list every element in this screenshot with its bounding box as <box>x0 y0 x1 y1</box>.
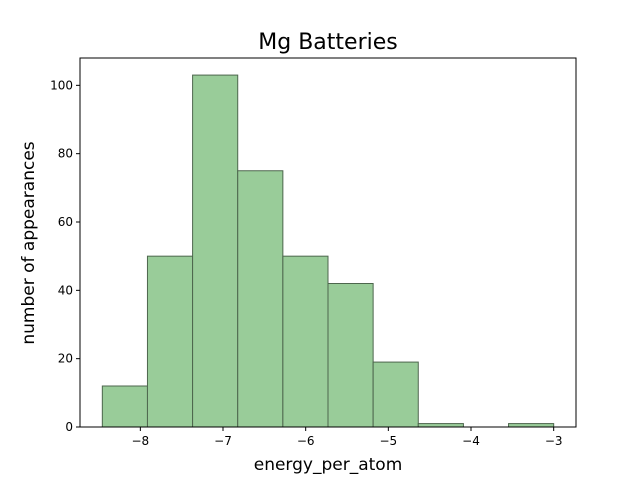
chart-title: Mg Batteries <box>258 30 397 55</box>
histogram-bar <box>372 361 419 428</box>
histogram-bar <box>101 385 148 428</box>
x-tick-label: −4 <box>462 434 480 448</box>
x-tick-label: −3 <box>545 434 563 448</box>
x-tick-label: −7 <box>214 434 232 448</box>
histogram-bar <box>146 255 194 428</box>
x-tick-label: −5 <box>379 434 397 448</box>
y-tick-label: 60 <box>58 215 73 229</box>
y-tick-label: 100 <box>50 78 73 92</box>
y-tick-label: 20 <box>58 352 73 366</box>
x-axis-label: energy_per_atom <box>254 455 403 475</box>
histogram-bar <box>192 74 239 428</box>
x-tick-label: −6 <box>297 434 315 448</box>
bars-group <box>101 74 555 428</box>
y-tick-label: 40 <box>58 283 73 297</box>
histogram-bar <box>237 170 284 428</box>
y-tick-label: 0 <box>65 420 73 434</box>
plot-frame <box>79 57 577 428</box>
x-axis-ticks: −8 −7 −6 −5 −4 −3 <box>131 427 563 448</box>
y-tick-label: 80 <box>58 147 73 161</box>
y-axis-ticks: 0 20 40 60 80 100 <box>50 78 80 434</box>
histogram-bar <box>327 283 374 428</box>
x-tick-label: −8 <box>131 434 149 448</box>
histogram-bar <box>417 423 464 428</box>
y-axis-label: number of appearances <box>19 141 39 344</box>
histogram-bar <box>508 423 555 428</box>
histogram-bar <box>282 255 329 428</box>
